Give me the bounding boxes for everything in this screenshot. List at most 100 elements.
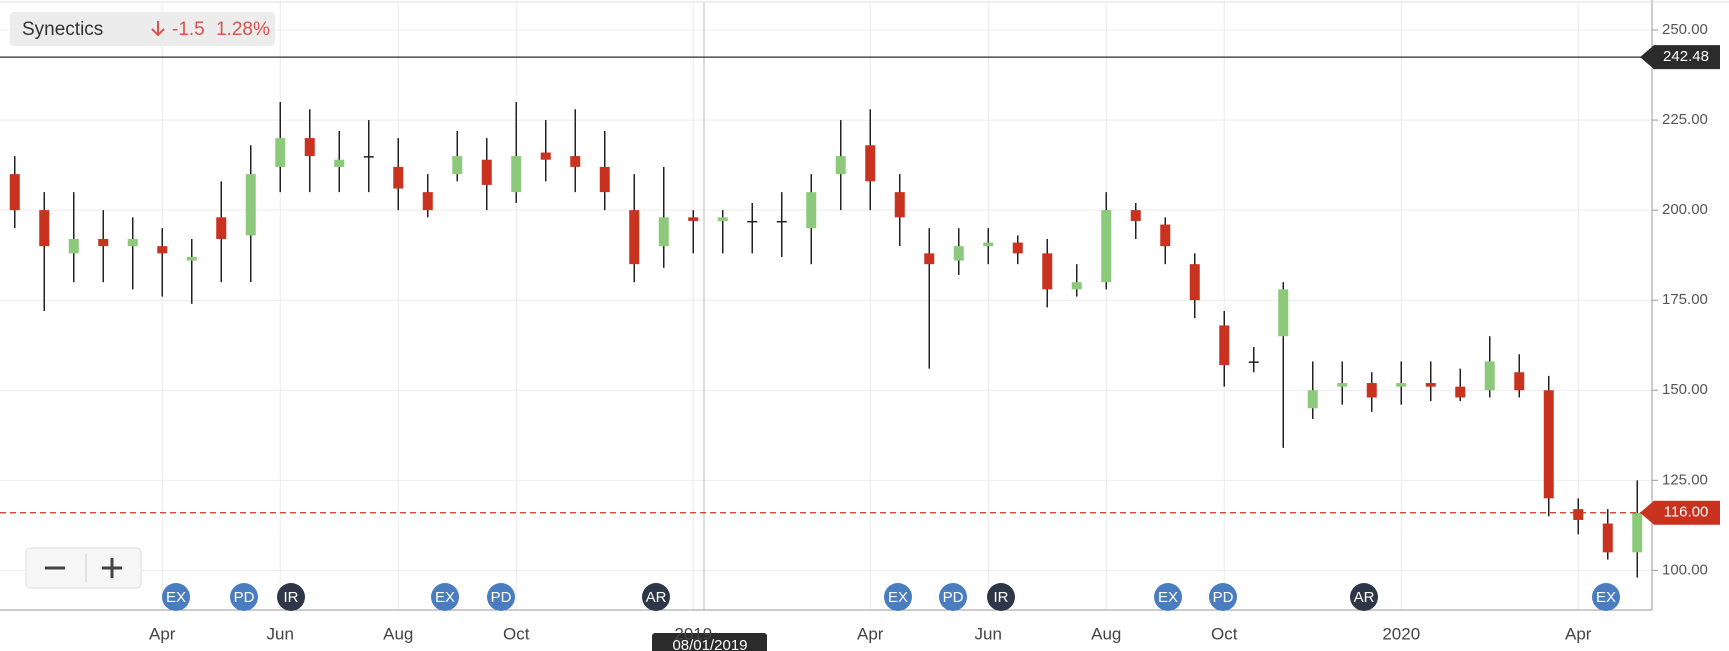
x-tick-label: Apr <box>149 624 176 643</box>
event-marker <box>939 583 967 611</box>
candle-body <box>363 156 374 158</box>
candle-body <box>422 192 433 211</box>
x-tick-label: 2019 <box>674 624 712 643</box>
candle-body <box>275 138 286 167</box>
candle-body <box>540 152 551 160</box>
y-tick-label: 200.00 <box>1662 201 1708 218</box>
candle-body <box>1042 253 1053 290</box>
candle-body <box>216 217 227 239</box>
price-change: -1.5 <box>172 19 205 40</box>
x-tick-label: Oct <box>1211 624 1238 643</box>
y-tick-label: 250.00 <box>1662 21 1708 38</box>
event-label: EX <box>1158 589 1178 606</box>
candle-body <box>511 156 522 193</box>
candle-body <box>599 166 610 193</box>
candle-body <box>924 253 935 265</box>
event-marker <box>1154 583 1182 611</box>
header: Synectics -1.5 1.28% <box>10 12 275 46</box>
crosshair-date: 08/01/2019 <box>672 637 747 651</box>
event-label: PD <box>234 589 255 606</box>
event-label: IR <box>284 589 299 606</box>
candle-body <box>127 238 138 247</box>
plot-area <box>0 3 1658 610</box>
event-marker <box>277 583 305 611</box>
overlay: EX PD IR EX PD AR EX PD IR EX PD AR EX 08/01/2019 <box>162 583 1620 651</box>
candle-body <box>717 217 728 221</box>
zoom-in-icon <box>102 558 122 578</box>
event-marker <box>431 583 459 611</box>
candle-body <box>245 174 256 236</box>
candle-body <box>1543 390 1554 499</box>
candle-body <box>1219 325 1230 366</box>
event-label: EX <box>435 589 455 606</box>
event-marker <box>1592 583 1620 611</box>
y-tick-label: 125.00 <box>1662 471 1708 488</box>
x-tick-label: Jun <box>975 624 1002 643</box>
event-label: PD <box>1213 589 1234 606</box>
price-label-box <box>1640 500 1720 525</box>
y-tick-label: 150.00 <box>1662 381 1708 398</box>
event-label: AR <box>646 589 667 606</box>
event-marker <box>230 583 258 611</box>
candle-body <box>629 210 640 265</box>
price-change-percent: 1.28% <box>216 19 270 40</box>
price-label: 116.00 <box>1664 504 1709 521</box>
candle-body <box>1248 361 1259 363</box>
event-marker <box>1350 583 1378 611</box>
event-marker <box>987 583 1015 611</box>
candle-body <box>393 166 404 189</box>
candle-body <box>9 174 20 211</box>
event-label: EX <box>1596 589 1616 606</box>
candle-body <box>304 138 315 157</box>
candle-body <box>1189 264 1200 301</box>
candle-body <box>1573 509 1584 520</box>
event-label: PD <box>491 589 512 606</box>
candle-body <box>570 156 581 167</box>
candle-body <box>452 156 463 175</box>
y-tick-label: 175.00 <box>1662 291 1708 308</box>
candle-body <box>98 238 109 247</box>
x-tick-label: Jun <box>267 624 294 643</box>
event-label: IR <box>994 589 1009 606</box>
candle-body <box>747 220 758 223</box>
x-tick-label: Aug <box>383 624 413 643</box>
x-tick-label: Aug <box>1091 624 1121 643</box>
header-box <box>10 12 275 46</box>
candle-body <box>1160 224 1171 247</box>
down-arrow-icon <box>151 21 165 37</box>
candle-body <box>1484 361 1495 391</box>
instrument-name: Synectics <box>22 19 103 40</box>
candle-body <box>1278 289 1289 337</box>
x-tick-label: Apr <box>857 624 884 643</box>
event-marker <box>162 583 190 611</box>
event-marker <box>642 583 670 611</box>
event-marker <box>487 583 515 611</box>
candle-body <box>983 242 994 247</box>
price-label: 242.48 <box>1663 48 1709 65</box>
candle-body <box>953 246 964 261</box>
event-label: EX <box>166 589 186 606</box>
candle-body <box>186 256 197 261</box>
candle-body <box>68 238 79 254</box>
candle-body <box>1425 383 1436 387</box>
candle-body <box>865 145 876 182</box>
candle-body <box>688 217 699 221</box>
candle-body <box>835 156 846 175</box>
candle-body <box>1012 242 1023 254</box>
candle-body <box>157 246 168 254</box>
event-marker <box>1209 583 1237 611</box>
candle-body <box>1307 390 1318 409</box>
price-label-box <box>1640 45 1720 70</box>
candle-body <box>1101 210 1112 283</box>
zoom-controls <box>25 547 142 589</box>
event-label: PD <box>943 589 964 606</box>
x-tick-label: 2020 <box>1382 624 1420 643</box>
candle-body <box>1366 383 1377 398</box>
y-tick-label: 225.00 <box>1662 111 1708 128</box>
x-tick-label: Oct <box>503 624 530 643</box>
candle-body <box>334 159 345 167</box>
x-tick-label: Apr <box>1565 624 1592 643</box>
candle-body <box>1602 523 1613 553</box>
